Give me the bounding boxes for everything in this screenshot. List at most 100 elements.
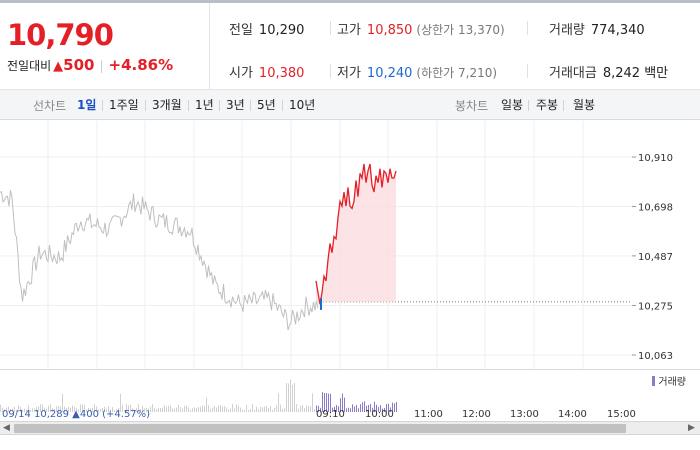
- volume-bar: [30, 409, 31, 412]
- volume-bar: [96, 406, 97, 412]
- volume-bar: [24, 408, 25, 412]
- stat-label: 거래대금: [549, 66, 597, 81]
- volume-bar: [52, 407, 53, 412]
- volume-bar: [258, 409, 259, 412]
- period-3y[interactable]: 3년: [226, 98, 245, 112]
- volume-bar: [0, 404, 1, 412]
- volume-bar: [206, 397, 207, 412]
- volume-bar: [330, 393, 331, 412]
- x-axis: 09/14 10,289 ▲400 (+4.57%) 09:10 10:00 1…: [0, 410, 700, 423]
- volume-bar: [78, 409, 79, 412]
- volume-bar: [40, 404, 41, 412]
- period-1w[interactable]: 1주일: [109, 98, 139, 112]
- volume-bar: [238, 405, 239, 412]
- volume-bar: [66, 407, 67, 412]
- price-change-percent: +4.86%: [108, 56, 174, 74]
- upper-limit: (상한가 13,370): [416, 23, 505, 37]
- scroll-right-icon[interactable]: ▶: [688, 423, 695, 433]
- stat-open: 시가 10,380: [229, 62, 304, 81]
- x-tick-label: 13:00: [510, 410, 539, 420]
- volume-bar: [344, 397, 345, 412]
- volume-bar: [58, 405, 59, 412]
- volume-bar: [150, 406, 151, 412]
- period-10y[interactable]: 10년: [289, 98, 316, 112]
- volume-bar: [392, 402, 393, 412]
- candle-weekly[interactable]: 주봉: [536, 98, 559, 112]
- divider: [527, 21, 528, 35]
- volume-bar: [14, 406, 15, 412]
- period-1d[interactable]: 1일: [77, 98, 97, 112]
- volume-bar: [362, 402, 363, 412]
- divider: [145, 100, 146, 111]
- up-triangle-icon: ▲: [53, 59, 64, 74]
- volume-bar: [270, 406, 271, 412]
- stat-label: 전일: [229, 23, 253, 38]
- volume-bar: [192, 408, 193, 412]
- volume-bar: [208, 405, 209, 412]
- chart-toolbar: 선차트 1일 1주일 3개월 1년 3년 5년 10년 봉차트 일봉 주봉 월봉: [0, 90, 700, 120]
- stat-value: 10,380: [258, 66, 305, 81]
- volume-bar: [370, 403, 371, 412]
- volume-bar: [190, 409, 191, 412]
- volume-bar: [364, 401, 365, 412]
- hover-info-text: 09/14 10,289 ▲400 (+4.57%): [2, 410, 151, 420]
- y-tick-label: 10,063: [638, 351, 673, 362]
- volume-bar: [106, 408, 107, 412]
- volume-bar: [94, 404, 95, 412]
- volume-bar: [88, 407, 89, 412]
- volume-bar: [16, 409, 17, 412]
- volume-bar: [62, 393, 63, 412]
- volume-bar: [12, 408, 13, 412]
- volume-bar: [102, 408, 103, 412]
- price-change-amount: 500: [63, 56, 95, 74]
- divider: [527, 64, 528, 78]
- volume-bar: [264, 406, 265, 412]
- volume-bar: [118, 408, 119, 412]
- volume-bar: [188, 407, 189, 412]
- volume-bar: [48, 405, 49, 412]
- volume-bar: [298, 408, 299, 412]
- volume-bar: [218, 405, 219, 412]
- volume-bar: [76, 407, 77, 412]
- volume-bar: [164, 405, 165, 412]
- period-1y[interactable]: 1년: [195, 98, 214, 112]
- volume-bar: [228, 409, 229, 412]
- volume-bar: [348, 407, 349, 412]
- volume-bar: [326, 393, 327, 412]
- volume-bar: [276, 405, 277, 412]
- volume-bar: [388, 403, 389, 412]
- chart-scrollbar[interactable]: ◀ ▶: [0, 421, 700, 435]
- volume-bar: [272, 409, 273, 412]
- stat-prev-close: 전일 10,290: [229, 19, 304, 38]
- y-tick-label: 10,275: [638, 301, 673, 312]
- volume-bar: [232, 404, 233, 412]
- price-change-label: 전일대비: [7, 59, 52, 73]
- volume-bar: [50, 404, 51, 412]
- volume-bar: [314, 409, 315, 412]
- volume-bar: [100, 409, 101, 412]
- volume-bar: [328, 393, 329, 412]
- volume-bar: [282, 408, 283, 412]
- price-chart[interactable]: 10,910 10,698 10,487 10,275 10,063: [0, 121, 700, 369]
- divider: [528, 100, 529, 111]
- scrollbar-thumb[interactable]: [14, 424, 626, 433]
- volume-bar: [336, 405, 337, 412]
- volume-bar: [32, 408, 33, 412]
- candle-daily[interactable]: 일봉: [501, 98, 524, 112]
- volume-bar: [38, 406, 39, 412]
- y-tick-label: 10,910: [638, 153, 673, 164]
- volume-bar: [216, 407, 217, 412]
- scroll-left-icon[interactable]: ◀: [3, 423, 10, 433]
- volume-bar: [114, 409, 115, 412]
- divider: |: [99, 59, 104, 73]
- volume-bar: [44, 407, 45, 412]
- volume-bar: [224, 406, 225, 412]
- volume-bar: [378, 407, 379, 412]
- volume-bar: [252, 404, 253, 412]
- volume-bar: [128, 405, 129, 412]
- volume-bar: [140, 409, 141, 412]
- period-5y[interactable]: 5년: [257, 98, 276, 112]
- candle-monthly[interactable]: 월봉: [573, 98, 596, 112]
- volume-bar: [278, 393, 279, 412]
- period-3m[interactable]: 3개월: [152, 98, 182, 112]
